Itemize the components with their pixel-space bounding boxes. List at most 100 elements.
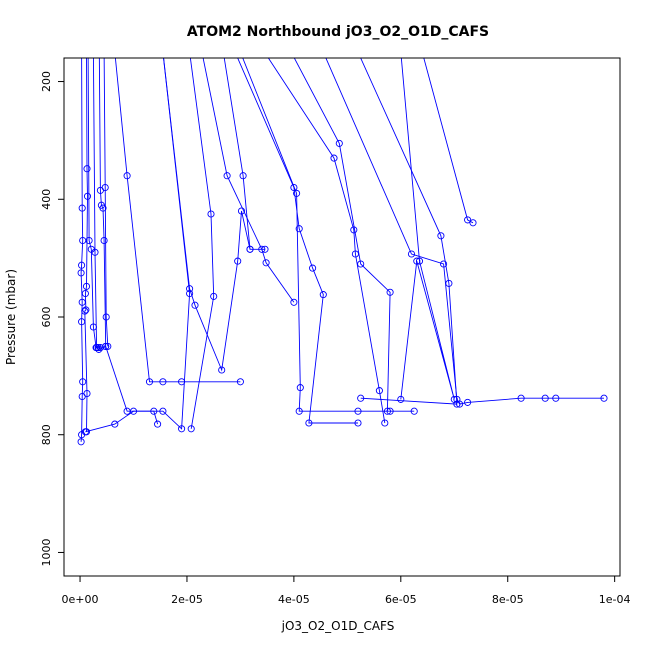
data-point xyxy=(464,216,472,224)
data-point xyxy=(293,189,301,197)
data-point xyxy=(415,257,424,265)
data-point xyxy=(290,298,298,306)
data-point xyxy=(81,428,89,436)
data-point xyxy=(236,378,244,386)
data-point xyxy=(261,245,269,253)
series-line xyxy=(85,58,191,433)
series-19 xyxy=(397,58,458,403)
data-point xyxy=(295,225,303,233)
data-point xyxy=(81,307,89,315)
data-point xyxy=(123,172,131,180)
data-point xyxy=(81,289,89,298)
data-point xyxy=(102,313,110,321)
series-line xyxy=(325,58,604,405)
series-layer xyxy=(77,58,608,446)
data-point xyxy=(85,236,93,245)
y-tick-label: 600 xyxy=(40,307,53,328)
data-point xyxy=(159,407,167,415)
data-point xyxy=(319,291,327,299)
series-line xyxy=(223,58,265,250)
data-point xyxy=(386,407,394,415)
data-point xyxy=(552,394,560,402)
series-9 xyxy=(81,58,194,436)
data-point xyxy=(437,232,445,240)
series-line xyxy=(114,58,241,383)
x-tick-label: 1e-04 xyxy=(599,593,631,606)
series-line xyxy=(163,58,251,372)
data-point xyxy=(464,398,472,406)
y-tick-label: 800 xyxy=(40,424,53,445)
data-point xyxy=(186,289,194,298)
data-point xyxy=(296,384,304,392)
data-point xyxy=(450,395,458,403)
series-line xyxy=(360,58,458,405)
data-point xyxy=(246,245,254,253)
series-line xyxy=(423,58,474,224)
data-point xyxy=(178,425,186,433)
data-point xyxy=(145,378,154,386)
data-point xyxy=(445,279,453,287)
data-point xyxy=(129,407,138,415)
series-10 xyxy=(187,58,218,433)
data-point xyxy=(77,269,85,277)
data-point xyxy=(305,419,313,427)
y-tick-label: 1000 xyxy=(40,538,53,566)
data-point xyxy=(82,306,90,314)
data-point xyxy=(78,261,86,269)
data-point xyxy=(354,419,362,427)
series-12 xyxy=(223,58,269,253)
series-7 xyxy=(114,58,244,386)
data-point xyxy=(83,165,91,173)
data-point xyxy=(218,366,226,374)
series-16 xyxy=(293,58,394,415)
data-point xyxy=(407,250,416,258)
data-point xyxy=(357,260,365,268)
series-line xyxy=(103,58,109,347)
y-tick-label: 200 xyxy=(40,71,53,92)
series-line xyxy=(400,58,455,400)
series-line xyxy=(84,58,88,432)
data-point xyxy=(239,172,247,180)
data-point xyxy=(99,204,107,212)
x-tick-label: 6e-05 xyxy=(385,593,417,606)
series-line xyxy=(80,58,84,442)
data-point xyxy=(375,387,383,395)
series-17 xyxy=(325,58,608,408)
y-axis: 200 400 600 800 1000 xyxy=(40,71,65,566)
data-point xyxy=(79,378,87,386)
data-point xyxy=(91,248,99,256)
data-point xyxy=(191,301,199,309)
data-point xyxy=(600,394,608,402)
chart-title: ATOM2 Northbound jO3_O2_O1D_CAFS xyxy=(187,24,489,40)
data-point xyxy=(223,172,231,180)
y-axis-label: Pressure (mbar) xyxy=(4,269,18,365)
data-point xyxy=(93,344,101,352)
data-point xyxy=(83,192,92,200)
data-point xyxy=(330,154,338,162)
data-point xyxy=(354,407,362,415)
x-axis-label: jO3_O2_O1D_CAFS xyxy=(281,619,395,633)
x-tick-label: 0e+00 xyxy=(62,593,99,606)
series-line xyxy=(267,58,386,424)
data-point xyxy=(381,419,389,427)
data-point xyxy=(440,260,448,268)
data-point xyxy=(187,425,195,433)
data-point xyxy=(290,183,298,192)
data-point xyxy=(262,259,270,267)
data-point xyxy=(82,282,91,290)
series-5 xyxy=(101,58,112,350)
data-point xyxy=(207,210,215,218)
data-point xyxy=(100,236,108,245)
data-point xyxy=(517,394,525,402)
data-point xyxy=(111,420,119,428)
data-point xyxy=(154,420,162,428)
data-point xyxy=(357,394,365,402)
data-point xyxy=(295,407,303,415)
data-point xyxy=(397,395,405,403)
series-line xyxy=(87,58,101,349)
series-1 xyxy=(77,58,87,446)
series-line xyxy=(293,58,391,412)
data-point xyxy=(83,389,91,398)
x-tick-label: 4e-05 xyxy=(278,593,310,606)
data-point xyxy=(237,207,246,215)
